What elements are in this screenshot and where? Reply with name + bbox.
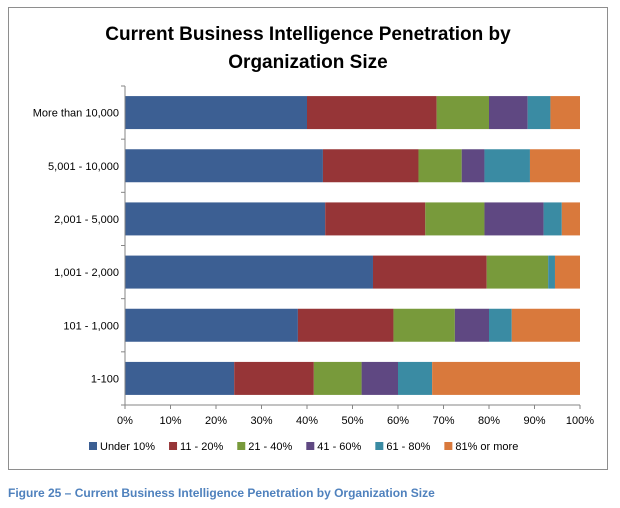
legend-swatch <box>306 442 315 450</box>
bar-segment <box>527 96 551 130</box>
y-tick-label: 2,001 - 5,000 <box>54 214 119 226</box>
chart-svg: Current Business Intelligence Penetratio… <box>33 24 595 453</box>
bar-segment <box>425 202 485 236</box>
figure-caption: Figure 25 – Current Business Intelligenc… <box>8 486 435 500</box>
bar-segment <box>398 361 433 395</box>
y-tick-label: 1,001 - 2,000 <box>54 267 119 279</box>
bar-segment <box>436 96 489 130</box>
bar-segment <box>486 255 549 289</box>
x-tick-label: 100% <box>566 415 594 427</box>
bar-segment <box>125 149 323 183</box>
bar-segment <box>418 149 462 183</box>
legend-label: Under 10% <box>100 441 155 453</box>
bar-segment <box>454 308 489 342</box>
bar-segment <box>461 149 485 183</box>
x-tick-label: 80% <box>478 415 500 427</box>
x-tick-label: 60% <box>387 415 409 427</box>
bar-segment <box>372 255 487 289</box>
bar-segment <box>393 308 455 342</box>
legend-swatch <box>375 442 384 450</box>
y-tick-label: 101 - 1,000 <box>63 320 119 332</box>
bar-segment <box>543 202 562 236</box>
x-tick-label: 70% <box>432 415 454 427</box>
chart-title-line: Current Business Intelligence Penetratio… <box>105 24 511 45</box>
legend-swatch <box>169 442 178 450</box>
bar-segment <box>234 361 314 395</box>
bar-segment <box>325 202 426 236</box>
x-tick-label: 90% <box>523 415 545 427</box>
x-tick-label: 40% <box>296 415 318 427</box>
bar-segment <box>322 149 419 183</box>
y-tick-label: More than 10,000 <box>33 108 119 120</box>
y-tick-label: 5,001 - 10,000 <box>48 161 119 173</box>
bar-segment <box>484 202 544 236</box>
bar-segment <box>511 308 580 342</box>
legend-swatch <box>89 442 97 450</box>
legend-label: 21 - 40% <box>248 441 292 453</box>
bar-segment <box>313 361 362 395</box>
x-tick-label: 10% <box>159 415 181 427</box>
bar-segment <box>489 308 512 342</box>
bar-segment <box>125 255 373 289</box>
bar-segment <box>125 361 235 395</box>
legend-label: 41 - 60% <box>317 441 361 453</box>
y-tick-label: 1-100 <box>91 373 119 385</box>
legend-label: 61 - 80% <box>386 441 430 453</box>
legend-label: 81% or more <box>455 441 518 453</box>
bar-segment <box>548 255 555 289</box>
bar-segment <box>361 361 398 395</box>
x-tick-label: 30% <box>250 415 272 427</box>
chart-frame: Current Business Intelligence Penetratio… <box>8 7 608 470</box>
chart-title-line: Organization Size <box>228 52 387 73</box>
bar-segment <box>484 149 530 183</box>
bar-segment <box>561 202 580 236</box>
bar-segment <box>125 202 326 236</box>
x-tick-label: 0% <box>117 415 133 427</box>
legend-swatch <box>444 442 453 450</box>
bar-segment <box>550 96 580 130</box>
legend-label: 11 - 20% <box>180 441 223 453</box>
bar-segment <box>297 308 394 342</box>
bar-segment <box>125 96 307 130</box>
bar-segment <box>125 308 298 342</box>
bar-segment <box>529 149 580 183</box>
bar-segment <box>554 255 580 289</box>
x-tick-label: 50% <box>341 415 363 427</box>
x-tick-label: 20% <box>205 415 227 427</box>
legend-swatch <box>237 442 246 450</box>
bar-segment <box>307 96 437 130</box>
bar-segment <box>489 96 528 130</box>
bar-segment <box>432 361 580 395</box>
